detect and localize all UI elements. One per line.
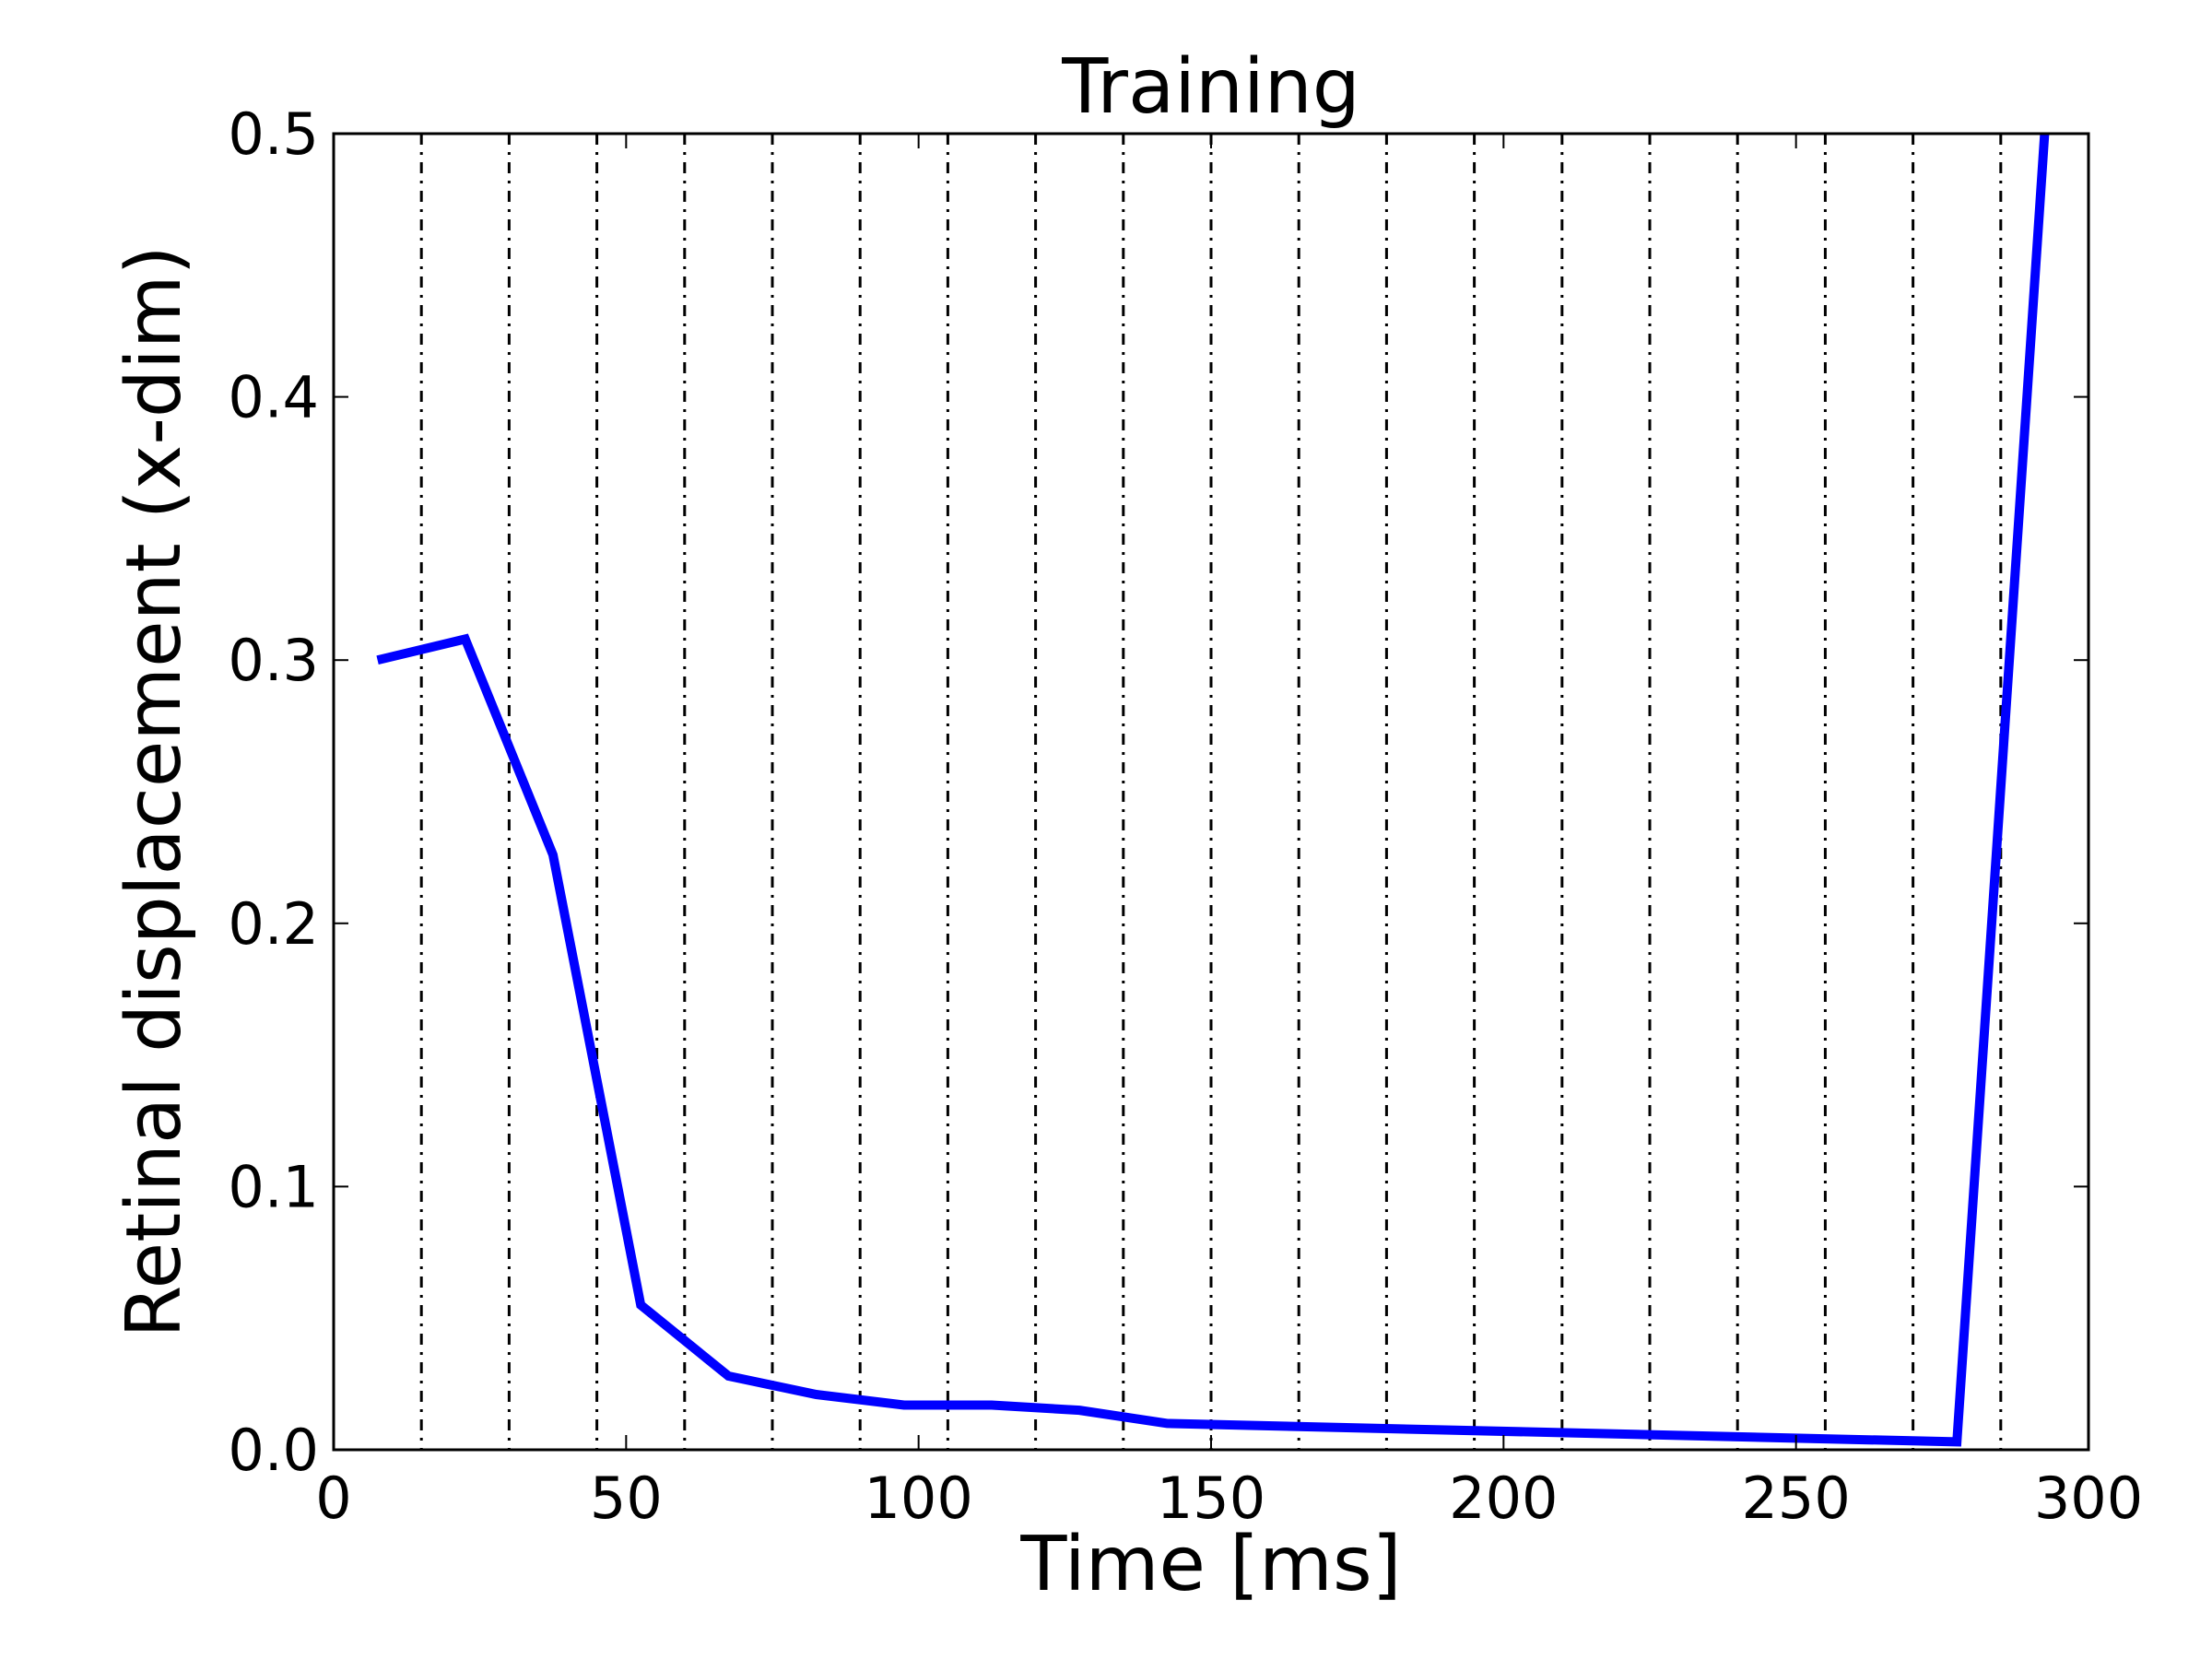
x-tick-label: 0: [315, 1465, 351, 1532]
x-tick-label: 300: [2034, 1465, 2143, 1532]
y-tick-label: 0.1: [228, 1153, 319, 1220]
y-tick-label: 0.3: [228, 627, 319, 694]
series-layer: [376, 133, 2050, 1447]
y-tick-labels: 0.0 0.1 0.2 0.3 0.4 0.5: [228, 100, 319, 1484]
x-tick-label: 250: [1741, 1465, 1850, 1532]
x-tick-label: 50: [590, 1465, 663, 1532]
axis-ticks: [333, 133, 2089, 1451]
y-tick-label: 0.4: [228, 364, 319, 431]
chart-title: Training: [1061, 43, 1360, 131]
y-axis-label: Retinal displacement (x-dim): [111, 245, 198, 1337]
x-tick-label: 150: [1157, 1465, 1265, 1532]
y-tick-label: 0.0: [228, 1417, 319, 1484]
x-tick-labels: 0 50 100 150 200 250 300: [315, 1465, 2143, 1532]
x-tick-label: 200: [1449, 1465, 1558, 1532]
x-tick-label: 100: [864, 1465, 972, 1532]
vertical-marker-lines: [419, 134, 2003, 1450]
series-line: [376, 133, 2050, 1447]
x-axis-label: Time [ms]: [1019, 1521, 1401, 1608]
y-tick-label: 0.2: [228, 890, 319, 958]
y-tick-label: 0.5: [228, 100, 319, 168]
